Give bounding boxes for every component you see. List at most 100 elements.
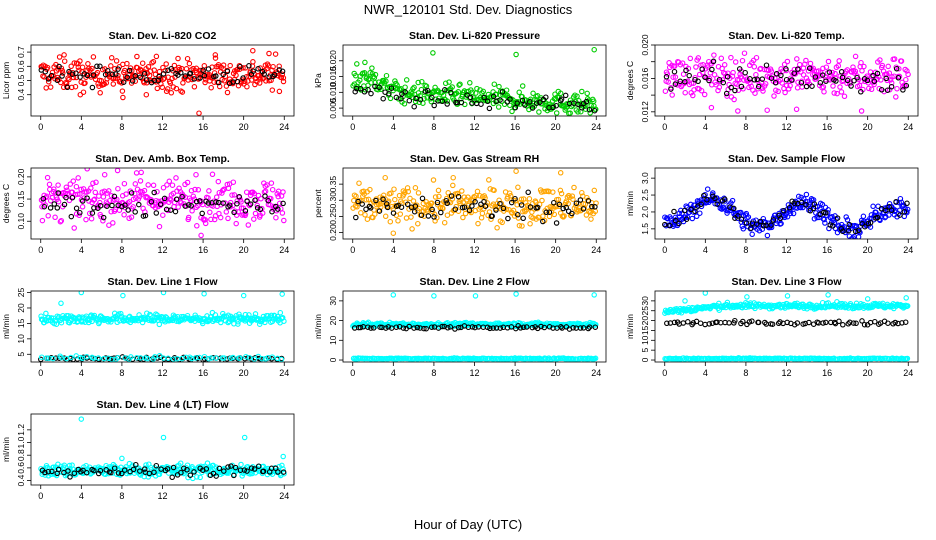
data-point (800, 72, 807, 78)
y-tick-label: 5 (640, 348, 650, 353)
data-point (71, 60, 78, 66)
data-point (236, 66, 243, 72)
data-point (704, 197, 710, 203)
data-point (520, 324, 527, 331)
data-point (662, 88, 669, 94)
data-point (77, 91, 84, 98)
data-point (376, 84, 382, 90)
series-3 (351, 323, 599, 332)
data-point (692, 208, 698, 215)
data-point (111, 193, 118, 200)
data-point (108, 469, 114, 476)
data-point (407, 195, 413, 202)
data-point (737, 74, 744, 80)
data-point (798, 79, 805, 86)
data-point (56, 63, 62, 70)
data-point (903, 82, 910, 89)
data-point (446, 79, 452, 85)
data-point (115, 470, 122, 476)
data-point (754, 76, 761, 83)
data-point (814, 73, 821, 80)
data-point (364, 355, 371, 362)
panel-title: Stan. Dev. Line 3 Flow (731, 276, 842, 288)
data-point (47, 84, 54, 90)
x-tick-label: 4 (703, 245, 708, 255)
series-1 (38, 47, 287, 116)
y-axis-label: ml/min (1, 314, 11, 339)
data-point (735, 108, 741, 114)
data-point (276, 63, 282, 69)
data-point (844, 77, 851, 84)
x-tick-label: 8 (431, 122, 436, 132)
data-point (785, 202, 792, 208)
data-point (66, 76, 72, 83)
data-point (42, 469, 48, 476)
data-point (788, 77, 795, 83)
data-point (180, 80, 186, 86)
data-point (402, 189, 408, 196)
data-point (541, 324, 548, 331)
data-point (448, 193, 455, 199)
data-point (205, 66, 212, 72)
data-point (584, 90, 590, 97)
data-point (431, 102, 437, 109)
data-point (191, 469, 197, 475)
series-1 (662, 291, 911, 316)
y-tick-label: 1.0 (16, 436, 26, 448)
data-point (738, 83, 745, 90)
data-point (226, 202, 233, 208)
data-points (350, 168, 599, 236)
data-point (106, 188, 112, 194)
data-point (164, 466, 171, 472)
y-tick-label: 0.6 (16, 462, 26, 474)
data-point (281, 318, 287, 324)
data-point (688, 80, 695, 86)
x-tick-label: 24 (279, 245, 289, 255)
data-point (852, 228, 859, 235)
data-point (45, 76, 52, 82)
data-point (125, 207, 131, 213)
data-point (161, 195, 168, 202)
data-point (428, 200, 435, 206)
data-point (806, 65, 813, 71)
data-point (905, 71, 911, 78)
data-point (79, 204, 86, 210)
data-point (579, 88, 585, 95)
data-point (560, 205, 566, 212)
x-tick-label: 8 (119, 122, 124, 132)
data-point (120, 94, 126, 101)
data-point (795, 79, 801, 86)
data-point (429, 206, 435, 213)
data-point (685, 319, 691, 325)
data-point (567, 110, 573, 116)
data-point (461, 204, 468, 210)
data-point (61, 58, 68, 64)
data-point (270, 63, 276, 70)
y-tick-label: 0.010 (328, 81, 338, 103)
data-point (182, 203, 188, 209)
series-2 (350, 355, 599, 362)
data-point (192, 355, 199, 361)
x-tick-label: 24 (591, 122, 601, 132)
x-tick-label: 12 (469, 368, 479, 378)
data-point (84, 168, 90, 172)
data-point (50, 355, 56, 362)
data-point (475, 220, 481, 227)
data-point (732, 59, 739, 65)
data-point (870, 72, 876, 79)
data-point (211, 216, 218, 223)
data-point (137, 468, 143, 474)
panel-2: Stan. Dev. Li-820 Pressure 0 4 8 12 16 20 24 0.0… (313, 30, 607, 132)
data-point (508, 199, 515, 206)
data-point (58, 354, 65, 361)
data-point (878, 87, 885, 93)
data-point (455, 190, 461, 197)
data-point (558, 324, 564, 330)
data-point (373, 197, 379, 204)
data-point (168, 66, 174, 72)
data-point (526, 99, 533, 105)
data-point (90, 54, 97, 60)
data-point (359, 201, 365, 207)
data-point (817, 79, 824, 86)
